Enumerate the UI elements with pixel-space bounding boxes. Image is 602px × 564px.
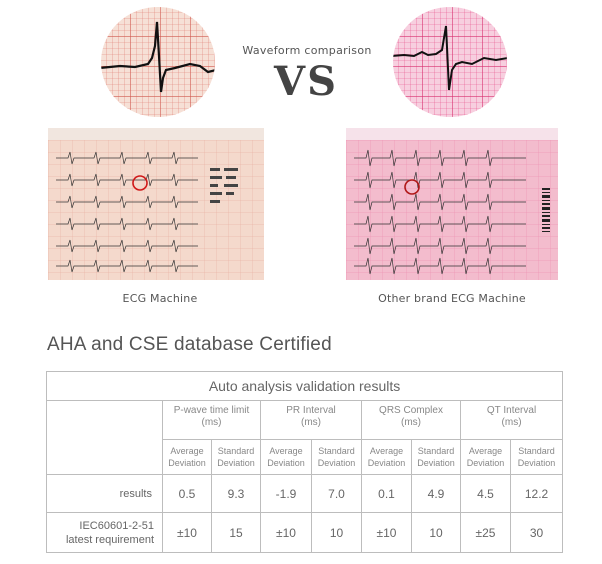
table-cell: 10: [311, 512, 362, 553]
table-cell: ±10: [162, 512, 212, 553]
left-caption: ECG Machine: [122, 292, 198, 305]
ecg-printout-right: [346, 128, 558, 280]
group-label: PR Interval: [286, 405, 336, 416]
table-cell: -1.9: [260, 474, 312, 513]
sub-header-line1: Standard: [217, 446, 255, 456]
table-corner-cell: [46, 400, 163, 475]
sub-header-line2: Deviation: [168, 458, 206, 468]
group-unit: (ms): [501, 417, 522, 428]
sub-header-line2: Deviation: [267, 458, 305, 468]
table-cell: 12.2: [509, 474, 564, 513]
sub-header-line2: Deviation: [517, 458, 556, 468]
table-row: results 0.5 9.3 -1.9 7.0 0.1 4.9 4.5 12.…: [46, 474, 564, 513]
sub-header: Standard Deviation: [311, 439, 362, 475]
sub-header: Average Deviation: [162, 439, 212, 475]
sub-header-line1: Average: [170, 446, 204, 456]
vs-label: VS: [274, 58, 338, 105]
validation-results-table: Auto analysis validation results P-wave …: [45, 371, 564, 553]
table-cell: 7.0: [311, 474, 362, 513]
sub-header-line2: Deviation: [317, 458, 356, 468]
sub-header: Standard Deviation: [411, 439, 461, 475]
row-label-line2: latest requirement: [65, 533, 154, 546]
group-label: QT Interval: [486, 405, 537, 416]
row-label-line1: IEC60601-2-51: [79, 519, 154, 532]
table-cell: ±10: [361, 512, 412, 553]
sub-header-line1: Standard: [518, 446, 555, 456]
table-cell: ±25: [460, 512, 511, 553]
sub-header-line2: Deviation: [217, 458, 255, 468]
waveform-comparison-title: Waveform comparison: [242, 44, 372, 57]
sub-header: Average Deviation: [460, 439, 511, 475]
ecg-zoom-left: [101, 7, 215, 117]
sub-header: Average Deviation: [361, 439, 412, 475]
table-cell: 9.3: [211, 474, 261, 513]
group-label: P-wave time limit: [173, 405, 250, 416]
sub-header-line2: Deviation: [367, 458, 406, 468]
sub-header-line1: Average: [369, 446, 404, 456]
group-header: QRS Complex (ms): [361, 400, 461, 440]
row-label-requirement: IEC60601-2-51 latest requirement: [46, 512, 163, 553]
table-title: Auto analysis validation results: [45, 371, 564, 401]
table-cell: 4.9: [411, 474, 461, 513]
group-unit: (ms): [401, 417, 421, 428]
sub-header-line2: Deviation: [466, 458, 505, 468]
table-cell: 15: [211, 512, 261, 553]
sub-header-line1: Standard: [417, 446, 455, 456]
table-cell: 0.5: [162, 474, 212, 513]
row-label-results: results: [46, 474, 163, 513]
right-caption: Other brand ECG Machine: [378, 292, 526, 305]
group-unit: (ms): [301, 417, 321, 428]
sub-header-line2: Deviation: [417, 458, 455, 468]
table-cell: 30: [509, 512, 564, 553]
group-header: PR Interval (ms): [260, 400, 362, 440]
sub-header: Standard Deviation: [509, 439, 564, 475]
table-cell: 0.1: [361, 474, 412, 513]
sub-header-line1: Average: [468, 446, 503, 456]
ecg-zoom-right: [393, 7, 507, 117]
table-row: IEC60601-2-51 latest requirement ±10 15 ±…: [46, 512, 564, 553]
ecg-printout-left: [48, 128, 264, 280]
sub-header: Standard Deviation: [211, 439, 261, 475]
sub-header: Average Deviation: [260, 439, 312, 475]
table-cell: 4.5: [460, 474, 511, 513]
section-heading: AHA and CSE database Certified: [47, 334, 332, 355]
sub-header-line1: Standard: [318, 446, 355, 456]
group-header: QT Interval (ms): [459, 400, 564, 440]
sub-header-line1: Average: [269, 446, 303, 456]
group-header: P-wave time limit (ms): [162, 400, 261, 440]
group-unit: (ms): [201, 417, 222, 428]
table-cell: 10: [411, 512, 461, 553]
group-label: QRS Complex: [379, 405, 443, 416]
table-cell: ±10: [260, 512, 312, 553]
